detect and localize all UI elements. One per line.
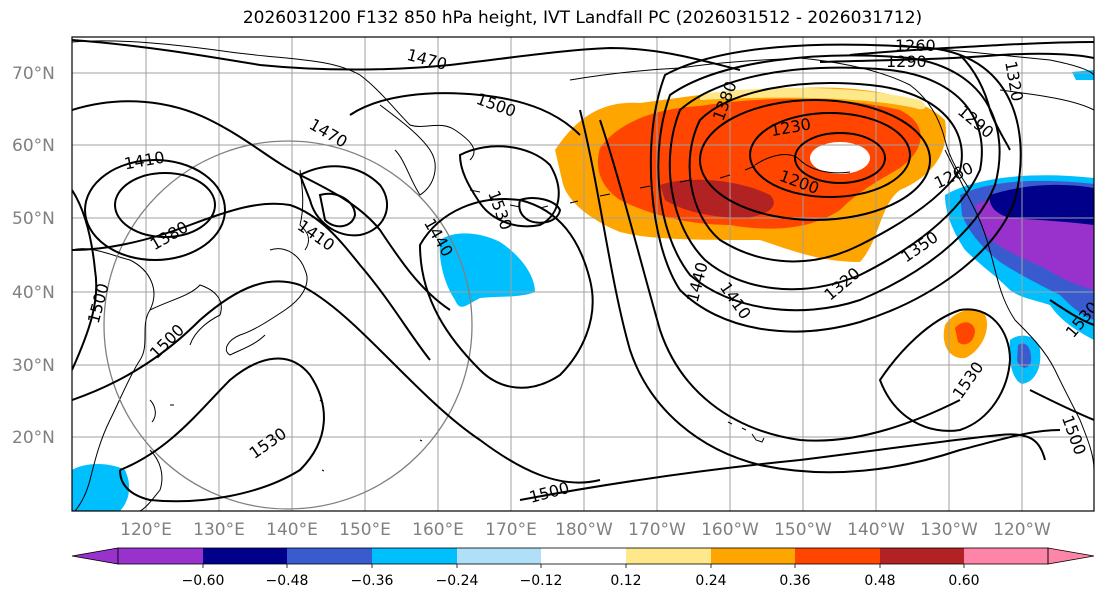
contour-label: 1290 xyxy=(886,52,927,71)
range-circle xyxy=(103,140,473,510)
colorbar-segment xyxy=(880,548,964,564)
graticule xyxy=(72,37,1094,511)
longitude-labels: 120°E 130°E 140°E 150°E 160°E 170°E 180°… xyxy=(120,520,1051,540)
lon-label: 170°E xyxy=(485,520,537,540)
colorbar-segment xyxy=(203,548,287,564)
height-contours xyxy=(72,39,1094,503)
contour-label: 1260 xyxy=(895,36,936,55)
ivt-low-center-hole xyxy=(810,142,870,174)
lon-label: 160°W xyxy=(701,520,759,540)
colorbar: −0.60 −0.48 −0.36 −0.24 −0.12 0.12 0.24 … xyxy=(71,547,1095,589)
colorbar-segment xyxy=(457,548,541,564)
lat-label: 30°N xyxy=(12,356,55,376)
colorbar-extend-min xyxy=(71,547,119,565)
latitude-labels: 70°N 60°N 50°N 40°N 30°N 20°N xyxy=(12,64,55,448)
lat-label: 70°N xyxy=(12,64,55,84)
lon-label: 150°E xyxy=(339,520,391,540)
map-title: 2026031200 F132 850 hPa height, IVT Land… xyxy=(242,8,923,28)
colorbar-segment xyxy=(287,548,372,564)
colorbar-extend-max xyxy=(1047,547,1095,565)
lon-label: 160°E xyxy=(412,520,464,540)
lon-label: 180°W xyxy=(555,520,613,540)
colorbar-tick-label: 0.12 xyxy=(610,573,641,589)
lon-label: 140°E xyxy=(266,520,318,540)
map-frame xyxy=(71,36,1095,512)
ivt-positive-patch-east-core xyxy=(955,322,975,345)
colorbar-tick-label: 0.36 xyxy=(779,573,810,589)
lat-label: 60°N xyxy=(12,136,55,156)
colorbar-tick-label: −0.12 xyxy=(520,573,563,589)
lon-label: 140°W xyxy=(847,520,905,540)
colorbar-segment xyxy=(795,548,880,564)
colorbar-segment xyxy=(541,548,626,564)
lat-label: 50°N xyxy=(12,209,55,229)
colorbar-tick-label: −0.48 xyxy=(266,573,309,589)
lon-label: 120°E xyxy=(120,520,172,540)
lon-label: 150°W xyxy=(774,520,832,540)
lon-label: 120°W xyxy=(993,520,1051,540)
lat-label: 40°N xyxy=(12,283,55,303)
lon-label: 130°E xyxy=(193,520,245,540)
colorbar-tick-label: 0.48 xyxy=(864,573,895,589)
lon-label: 130°W xyxy=(920,520,978,540)
colorbar-tick-label: −0.36 xyxy=(351,573,394,589)
ivt-negative-southwest xyxy=(72,464,130,511)
colorbar-segment xyxy=(118,548,203,564)
colorbar-segment xyxy=(372,548,457,564)
lon-label: 170°W xyxy=(628,520,686,540)
lat-label: 20°N xyxy=(12,428,55,448)
colorbar-tick-label: 0.60 xyxy=(948,573,979,589)
colorbar-tick-label: −0.24 xyxy=(436,573,479,589)
colorbar-tick-label: 0.24 xyxy=(695,573,726,589)
map-background xyxy=(72,37,1094,511)
colorbar-tick-label: −0.60 xyxy=(182,573,225,589)
colorbar-segment xyxy=(964,548,1048,564)
colorbar-segment xyxy=(711,548,795,564)
colorbar-segment xyxy=(626,548,711,564)
ivt-yellow-fringe xyxy=(700,87,926,110)
coastlines xyxy=(72,40,1094,511)
ivt-negative-small-core xyxy=(1017,343,1032,368)
